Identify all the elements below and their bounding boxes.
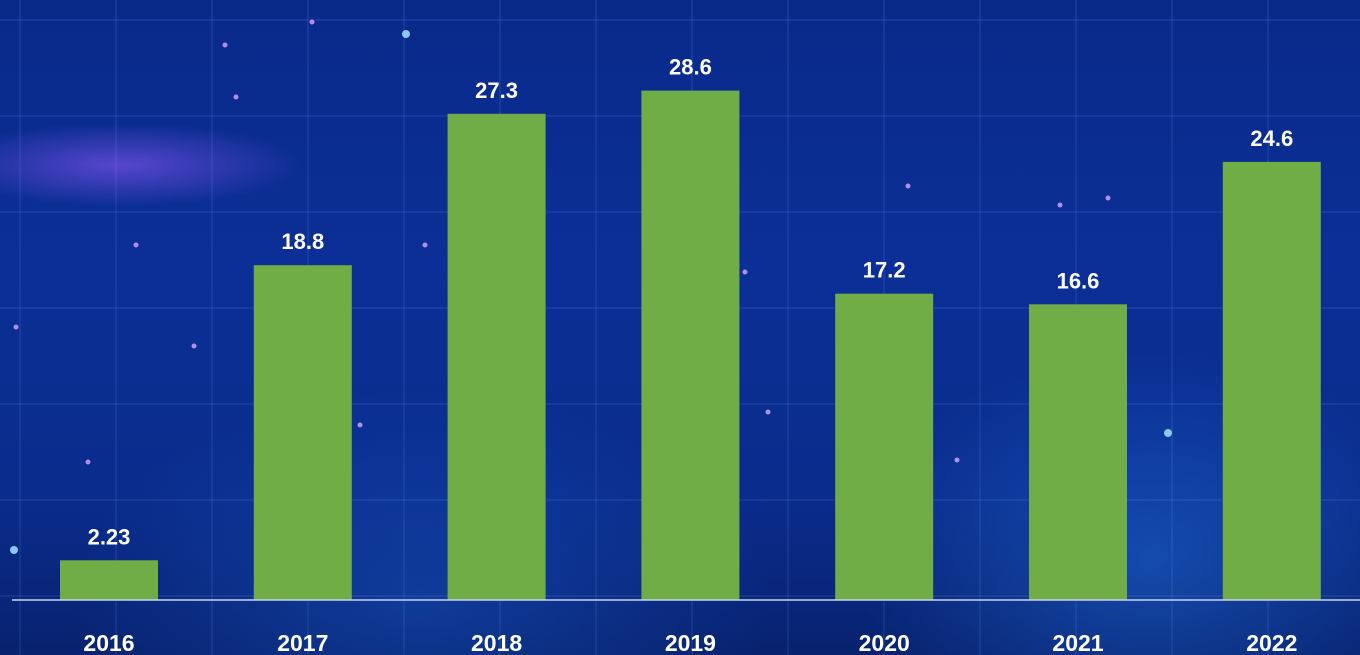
bar-2021 <box>1029 304 1127 600</box>
glow-dot <box>422 242 428 248</box>
bar-2016 <box>60 560 158 600</box>
value-label-2021: 16.6 <box>1057 268 1100 293</box>
bars-layer <box>60 90 1321 601</box>
glow-dot <box>85 459 91 465</box>
x-tick-label-2020: 2020 <box>859 630 910 655</box>
glow-dot <box>742 269 748 275</box>
x-tick-label-2021: 2021 <box>1052 630 1103 655</box>
x-tick-label-2019: 2019 <box>665 630 716 655</box>
glow-dot <box>222 42 228 48</box>
glow-dot <box>233 94 239 100</box>
bar-2018 <box>447 113 546 601</box>
value-label-2016: 2.23 <box>88 524 131 549</box>
x-tick-label-2018: 2018 <box>471 630 522 655</box>
glow-dot <box>357 422 363 428</box>
glow-dot <box>309 19 315 25</box>
bar-2022 <box>1222 161 1321 600</box>
glow-dot <box>1057 202 1063 208</box>
glow-dot <box>191 343 197 349</box>
glow-dot <box>905 183 911 189</box>
value-label-2019: 28.6 <box>669 55 712 80</box>
bar-2017 <box>253 265 352 600</box>
value-label-2017: 18.8 <box>281 229 324 254</box>
glow-dot <box>402 30 410 38</box>
bar-2019 <box>641 90 740 600</box>
glow-dot <box>13 324 19 330</box>
x-tick-label-2016: 2016 <box>83 630 134 655</box>
bar-2020 <box>835 293 934 600</box>
glow-dot <box>10 546 18 554</box>
glow-dot <box>133 242 139 248</box>
x-tick-label-2022: 2022 <box>1246 630 1297 655</box>
x-tick-labels-layer: 2016 2017 2018 2019 2020 2021 2022 <box>83 630 1297 655</box>
value-label-2018: 27.3 <box>475 78 518 103</box>
glow-dot <box>954 457 960 463</box>
value-labels-layer: 2.23 18.8 27.3 28.6 17.2 16.6 24.6 <box>88 55 1294 550</box>
glow-dot <box>765 409 771 415</box>
glow-dot <box>1105 195 1111 201</box>
glow-dot <box>1164 429 1172 437</box>
value-label-2022: 24.6 <box>1250 126 1293 151</box>
x-tick-label-2017: 2017 <box>277 630 328 655</box>
value-label-2020: 17.2 <box>863 258 906 283</box>
